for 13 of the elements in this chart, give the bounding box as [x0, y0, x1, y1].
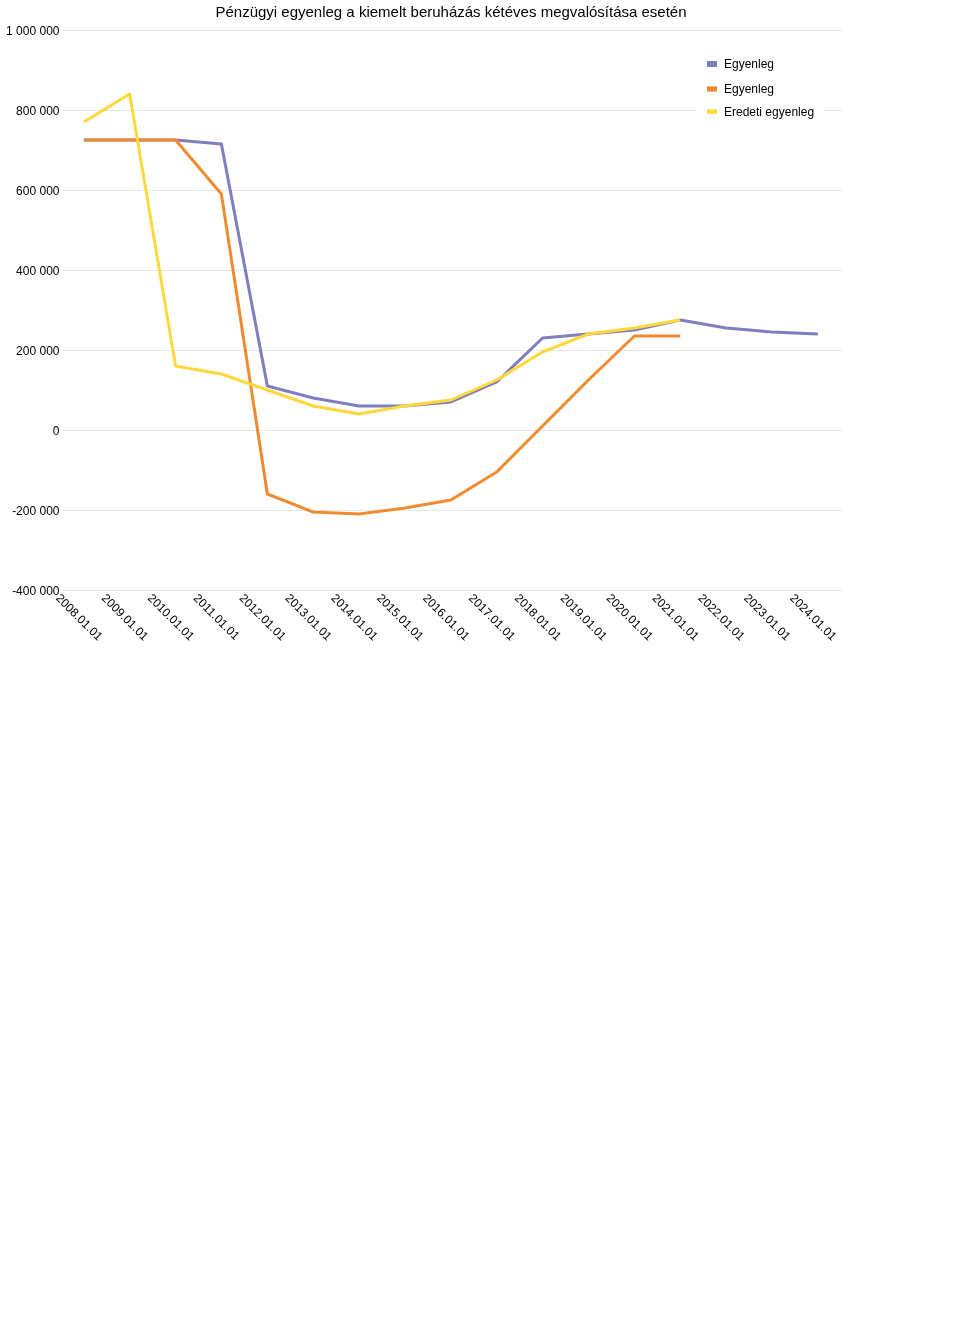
- legend-label: Eredeti egyenleg: [724, 104, 815, 119]
- y-tick-label: 200 000: [16, 343, 60, 358]
- line-series: [82, 138, 682, 516]
- y-tick-label: 0: [52, 423, 60, 438]
- y-tick-label: 800 000: [16, 103, 60, 118]
- y-tick-label: 600 000: [16, 183, 60, 198]
- line-series: [82, 92, 682, 416]
- y-tick-label: 400 000: [16, 263, 60, 278]
- legend-label: Egyenleg: [724, 57, 775, 71]
- y-tick-label: -200 000: [12, 503, 60, 518]
- y-tick-label: 1 000 000: [6, 23, 60, 38]
- chart-title: Pénzügyi egyenleg a kiemelt beruházás kétéves megvalósítása esetén: [215, 3, 687, 20]
- legend-label: Egyenleg: [724, 82, 775, 96]
